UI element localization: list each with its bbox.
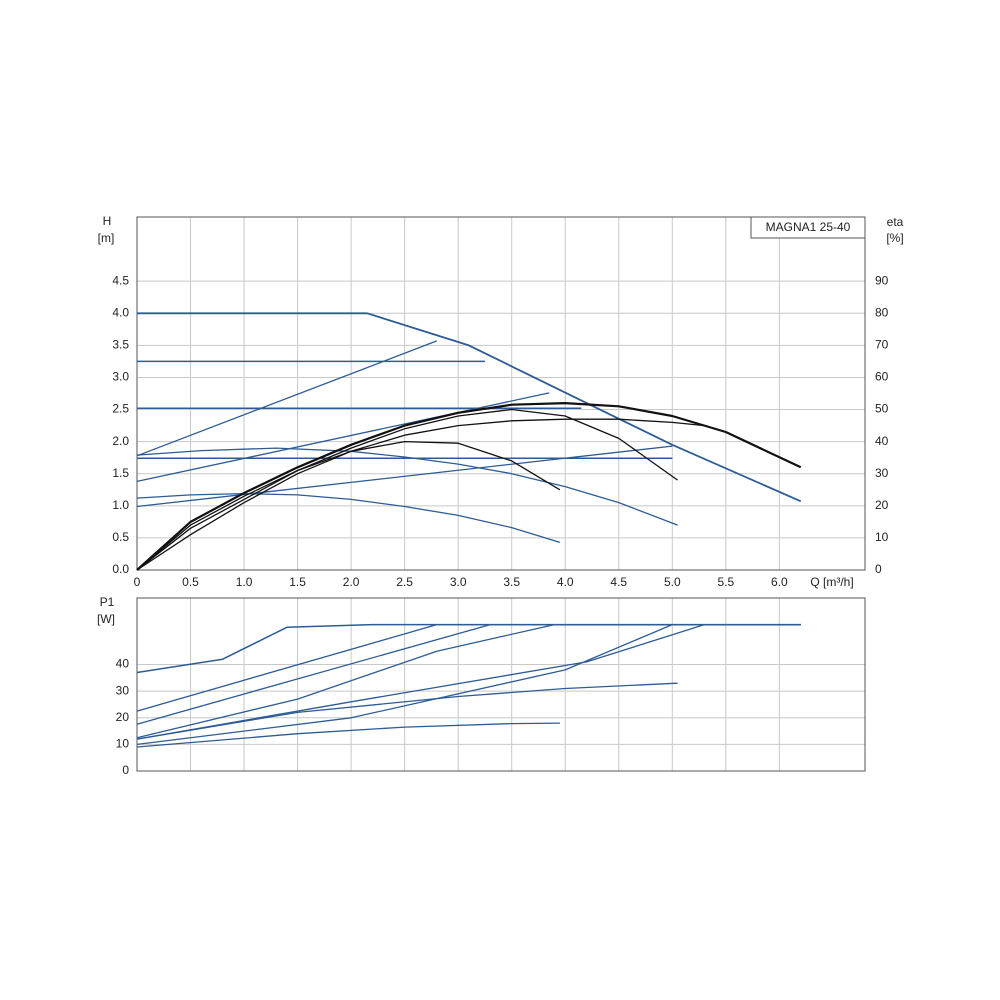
y2-tick-label: 30: [875, 466, 889, 480]
x-tick-label: 5.5: [717, 575, 734, 589]
curve: [136, 682, 678, 740]
y2-tick-label: 40: [875, 434, 889, 448]
annotation-box: [750, 216, 866, 239]
x-tick-label: 6.0: [771, 575, 788, 589]
y-axis-unit: [W]: [97, 612, 115, 626]
y-tick-label: 2.0: [112, 434, 129, 448]
y2-tick-label: 60: [875, 370, 889, 384]
y-tick-label: 0.0: [112, 562, 129, 576]
y-axis-unit: [m]: [98, 231, 115, 245]
x-tick-label: 1.5: [289, 575, 306, 589]
curve: [136, 492, 561, 544]
y-tick-label: 1.5: [112, 466, 129, 480]
y-tick-label: 4.0: [112, 305, 129, 319]
y-tick-label: 3.5: [112, 338, 129, 352]
curve: [136, 447, 678, 526]
y2-axis-unit: [%]: [886, 231, 903, 245]
y-tick-label: 1.0: [112, 498, 129, 512]
plot-frame: [136, 216, 866, 571]
y-tick-label: 4.5: [112, 273, 129, 287]
annotation: MAGNA1 25-40: [766, 220, 851, 234]
y-tick-label: 3.0: [112, 370, 129, 384]
x-tick-label: 0.5: [182, 575, 199, 589]
y2-tick-label: 70: [875, 338, 889, 352]
plot-frame: [136, 597, 866, 772]
y-tick-label: 40: [116, 657, 130, 671]
y-tick-label: 0: [122, 763, 129, 777]
curve: [136, 445, 673, 508]
x-tick-label: 2.5: [396, 575, 413, 589]
y2-tick-label: 20: [875, 498, 889, 512]
curve: [136, 722, 560, 748]
y2-axis-label: eta: [887, 215, 904, 229]
y-tick-label: 10: [116, 737, 130, 751]
y2-tick-label: 90: [875, 273, 889, 287]
curve: [136, 340, 438, 457]
y2-tick-label: 0: [875, 562, 882, 576]
x-tick-label: 2.0: [343, 575, 360, 589]
curve: [136, 408, 678, 571]
curve: [136, 392, 550, 483]
x-tick-label: 0: [134, 575, 141, 589]
y2-tick-label: 80: [875, 305, 889, 319]
y-tick-label: 30: [116, 683, 130, 697]
curve: [136, 440, 561, 571]
x-tick-label: 4.5: [610, 575, 627, 589]
y2-tick-label: 50: [875, 402, 889, 416]
curve: [136, 623, 801, 739]
x-tick-label: 1.0: [236, 575, 253, 589]
x-tick-label: 3.0: [450, 575, 467, 589]
curve: [136, 402, 802, 571]
x-tick-label: 5.0: [664, 575, 681, 589]
y-tick-label: 0.5: [112, 530, 129, 544]
curve: [136, 623, 705, 740]
y-tick-label: 2.5: [112, 402, 129, 416]
y2-tick-label: 10: [875, 530, 889, 544]
curve: [137, 312, 802, 503]
y-tick-label: 20: [116, 710, 130, 724]
x-axis-label: Q [m³/h]: [810, 575, 853, 589]
curve: [136, 624, 673, 746]
y-axis-label: P1: [100, 595, 115, 609]
y-axis-label: H: [103, 214, 112, 228]
x-tick-label: 4.0: [557, 575, 574, 589]
x-tick-label: 3.5: [503, 575, 520, 589]
curve: [136, 418, 705, 571]
